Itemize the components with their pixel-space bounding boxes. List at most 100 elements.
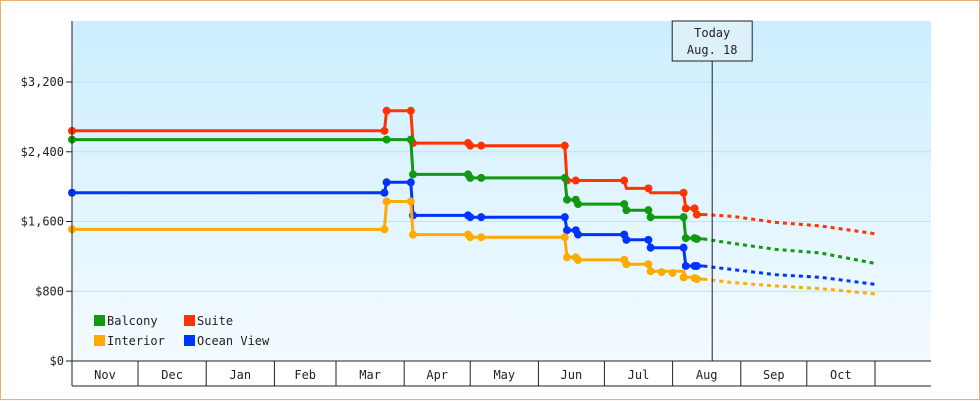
x-tick-label: Jun	[561, 368, 583, 382]
series-forecast-line	[703, 213, 876, 236]
today-box	[671, 20, 753, 62]
y-tick-label: $0	[50, 354, 64, 368]
data-point	[466, 213, 475, 222]
data-point	[622, 235, 631, 244]
data-point	[382, 135, 391, 144]
data-point	[692, 234, 701, 243]
legend-item: Ocean View	[184, 334, 270, 348]
data-point	[382, 178, 391, 187]
series-forecast-line	[703, 277, 876, 296]
series-forecast-line	[703, 264, 876, 286]
x-tick-label: Jan	[229, 368, 251, 382]
x-tick-label: Apr	[426, 368, 448, 382]
data-point	[574, 200, 582, 209]
data-point	[406, 197, 415, 206]
data-point	[406, 106, 415, 115]
data-point	[560, 213, 569, 222]
data-point	[644, 184, 653, 193]
data-point	[692, 261, 701, 270]
series-interior	[68, 197, 876, 296]
data-point	[681, 234, 690, 243]
data-point	[477, 213, 486, 222]
legend-swatch	[94, 335, 105, 346]
data-point	[477, 141, 486, 150]
data-point	[466, 141, 475, 150]
data-point	[679, 213, 688, 222]
x-tick-label: Aug	[696, 368, 718, 382]
data-point	[668, 268, 677, 277]
today-date: Aug. 18	[687, 43, 738, 57]
x-tick-label: Mar	[359, 368, 381, 382]
y-tick-label: $2,400	[21, 145, 64, 159]
y-tick-label: $800	[35, 284, 64, 298]
data-point	[646, 213, 655, 222]
series-line	[72, 109, 704, 216]
data-point	[560, 141, 569, 150]
x-tick-label: Nov	[94, 368, 116, 382]
legend-label: Interior	[107, 334, 165, 348]
data-point	[620, 176, 629, 185]
data-point	[380, 225, 389, 234]
legend-swatch	[94, 315, 105, 326]
data-point	[466, 233, 475, 242]
data-point	[679, 243, 688, 252]
plot-background	[72, 21, 931, 361]
legend-label: Balcony	[107, 314, 158, 328]
legend-item: Interior	[94, 334, 165, 348]
legend-label: Ocean View	[197, 334, 270, 348]
data-point	[681, 204, 690, 213]
data-point	[644, 235, 653, 244]
data-point	[574, 230, 582, 239]
y-tick-label: $3,200	[21, 75, 64, 89]
data-point	[574, 255, 582, 264]
data-point	[409, 230, 417, 239]
series-balcony	[68, 135, 876, 265]
x-tick-label: Feb	[294, 368, 316, 382]
legend-swatch	[184, 335, 195, 346]
data-point	[657, 268, 666, 277]
data-point	[571, 176, 580, 185]
x-tick-label: May	[493, 368, 515, 382]
legend: Balcony Suite Interior Ocean View	[94, 314, 270, 348]
series-suite	[68, 106, 876, 236]
data-point	[690, 204, 699, 213]
y-tick-label: $1,600	[21, 215, 64, 229]
legend-item: Balcony	[94, 314, 158, 328]
data-point	[477, 233, 486, 242]
legend-swatch	[184, 315, 195, 326]
legend-label: Suite	[197, 314, 233, 328]
data-point	[563, 226, 571, 235]
data-point	[477, 173, 486, 182]
y-gridlines	[72, 81, 931, 292]
x-tick-label: Dec	[161, 368, 183, 382]
data-point	[679, 273, 688, 282]
data-point	[679, 188, 688, 197]
data-point	[406, 135, 415, 144]
axes: $0 $800 $1,600 $2,400 $3,200 Nov Dec Jan Feb Mar A…	[21, 21, 931, 387]
legend-item: Suite	[184, 314, 233, 328]
data-point	[563, 195, 571, 204]
data-point	[382, 197, 391, 206]
data-point	[681, 261, 690, 270]
today-marker: Today Aug. 18	[671, 20, 753, 361]
x-tick-label: Oct	[830, 368, 852, 382]
data-point	[466, 173, 475, 182]
x-tick-label: Sep	[763, 368, 785, 382]
series-layer	[68, 106, 876, 296]
data-point	[692, 275, 701, 284]
data-point	[692, 210, 701, 219]
data-point	[646, 267, 655, 276]
x-tick-label: Jul	[628, 368, 650, 382]
today-label: Today	[694, 26, 730, 40]
data-point	[380, 126, 389, 135]
data-point	[646, 243, 655, 252]
data-point	[380, 188, 389, 197]
data-point	[622, 206, 631, 215]
data-point	[622, 260, 631, 269]
data-point	[644, 206, 653, 215]
data-point	[620, 200, 629, 209]
series-forecast-line	[703, 237, 876, 265]
data-point	[560, 173, 569, 182]
data-point	[406, 178, 415, 187]
